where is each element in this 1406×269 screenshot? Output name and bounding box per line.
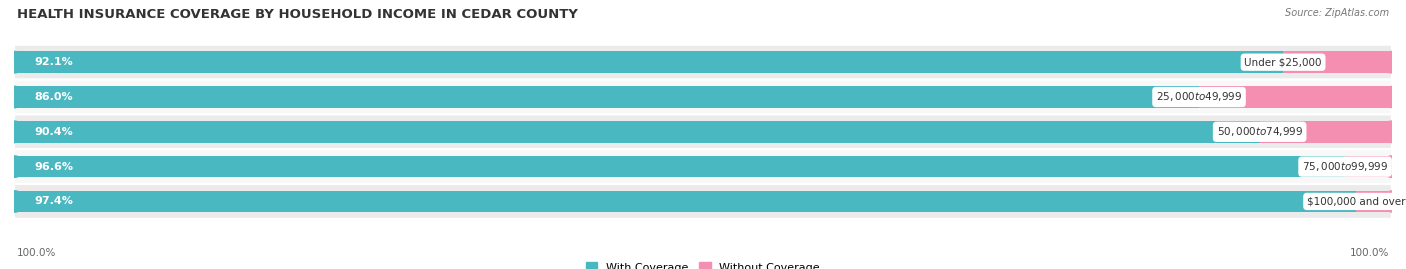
- FancyBboxPatch shape: [14, 45, 1392, 80]
- Text: $75,000 to $99,999: $75,000 to $99,999: [1302, 160, 1388, 173]
- Ellipse shape: [4, 156, 24, 178]
- FancyBboxPatch shape: [14, 114, 1392, 149]
- FancyBboxPatch shape: [14, 149, 1392, 184]
- Bar: [14, 86, 1199, 108]
- Text: 90.4%: 90.4%: [35, 127, 73, 137]
- Text: $100,000 and over: $100,000 and over: [1306, 196, 1406, 206]
- Text: 100.0%: 100.0%: [17, 248, 56, 258]
- Bar: [14, 156, 1346, 178]
- Text: 97.4%: 97.4%: [35, 196, 73, 206]
- Text: HEALTH INSURANCE COVERAGE BY HOUSEHOLD INCOME IN CEDAR COUNTY: HEALTH INSURANCE COVERAGE BY HOUSEHOLD I…: [17, 8, 578, 21]
- Bar: [14, 191, 1357, 212]
- Text: Under $25,000: Under $25,000: [1244, 57, 1322, 67]
- Ellipse shape: [4, 121, 24, 143]
- Bar: [1199, 86, 1393, 108]
- FancyBboxPatch shape: [14, 80, 1392, 114]
- Text: $50,000 to $74,999: $50,000 to $74,999: [1216, 125, 1303, 138]
- FancyBboxPatch shape: [14, 184, 1392, 219]
- Ellipse shape: [1384, 86, 1403, 108]
- Text: 100.0%: 100.0%: [1350, 248, 1389, 258]
- Ellipse shape: [4, 86, 24, 108]
- Ellipse shape: [1382, 51, 1402, 73]
- Ellipse shape: [1382, 121, 1402, 143]
- Bar: [1346, 156, 1392, 178]
- Ellipse shape: [4, 191, 24, 212]
- Bar: [1357, 191, 1393, 212]
- Bar: [14, 121, 1260, 143]
- Text: Source: ZipAtlas.com: Source: ZipAtlas.com: [1285, 8, 1389, 18]
- Text: $25,000 to $49,999: $25,000 to $49,999: [1156, 90, 1241, 104]
- Bar: [1284, 51, 1392, 73]
- Text: 96.6%: 96.6%: [35, 162, 73, 172]
- Bar: [1260, 121, 1392, 143]
- Ellipse shape: [1382, 156, 1402, 178]
- Ellipse shape: [4, 51, 24, 73]
- Bar: [14, 51, 1284, 73]
- Ellipse shape: [1384, 191, 1403, 212]
- Text: 86.0%: 86.0%: [35, 92, 73, 102]
- Text: 92.1%: 92.1%: [35, 57, 73, 67]
- Legend: With Coverage, Without Coverage: With Coverage, Without Coverage: [582, 258, 824, 269]
